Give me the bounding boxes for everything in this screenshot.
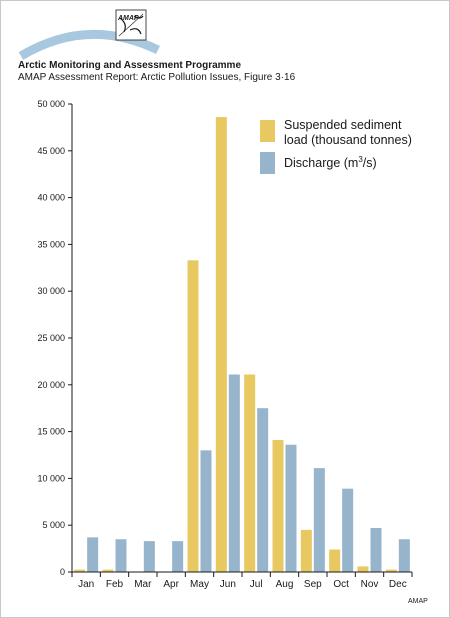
bar-discharge-apr [172, 541, 184, 572]
bar-sediment-jan [74, 569, 86, 572]
x-tick-label-dec: Dec [389, 579, 407, 590]
logo-arc [18, 29, 160, 60]
y-tick-label: 35 000 [37, 239, 65, 249]
y-tick-label: 20 000 [37, 380, 65, 390]
x-tick-label-mar: Mar [134, 579, 152, 590]
y-tick-label: 0 [60, 567, 65, 577]
legend-label-sediment-line2: load (thousand tonnes) [284, 133, 412, 147]
x-tick-label-jun: Jun [220, 579, 236, 590]
bar-discharge-jan [87, 537, 99, 572]
footer-credit: AMAP [408, 598, 428, 605]
x-tick-label-sep: Sep [304, 579, 322, 590]
axes-group: 0 5 000 10 000 15 000 20 000 25 000 30 000 35 0… [37, 99, 413, 590]
y-tick-label: 45 000 [37, 146, 65, 156]
bar-sediment-feb [102, 569, 114, 572]
logo-text: AMAP [117, 15, 139, 22]
bar-discharge-mar [143, 541, 155, 572]
bar-discharge-feb [115, 539, 127, 572]
bar-sediment-nov [357, 566, 369, 572]
y-tick-label: 25 000 [37, 333, 65, 343]
bar-sediment-oct [329, 549, 341, 572]
x-tick-label-jul: Jul [250, 579, 263, 590]
x-tick-label-feb: Feb [106, 579, 124, 590]
report-title: Arctic Monitoring and Assessment Program… [18, 60, 242, 71]
bar-discharge-nov [370, 528, 382, 572]
bar-sediment-dec [385, 569, 397, 572]
legend-swatch-discharge [260, 152, 275, 174]
y-tick-label: 10 000 [37, 473, 65, 483]
legend-label-discharge: Discharge (m3/s) [284, 155, 377, 170]
bars-group [74, 117, 410, 572]
y-tick-label: 5 000 [42, 520, 65, 530]
bar-sediment-jul [244, 374, 256, 572]
bar-discharge-oct [342, 488, 354, 572]
bar-sediment-may [187, 260, 199, 572]
y-tick-label: 15 000 [37, 427, 65, 437]
x-tick-label-nov: Nov [361, 579, 379, 590]
bar-discharge-dec [398, 539, 410, 572]
legend-swatch-sediment [260, 120, 275, 142]
bar-discharge-jun [228, 374, 240, 572]
logo-globe-icon: AMAP [115, 9, 147, 41]
report-subtitle: AMAP Assessment Report: Arctic Pollution… [18, 72, 296, 83]
bar-discharge-may [200, 450, 212, 572]
x-tick-label-apr: Apr [163, 579, 179, 590]
bar-sediment-aug [272, 440, 284, 572]
x-tick-label-may: May [190, 579, 209, 590]
x-tick-label-aug: Aug [276, 579, 294, 590]
bar-discharge-aug [285, 444, 297, 572]
amap-logo: AMAP [18, 9, 160, 60]
y-tick-label: 30 000 [37, 286, 65, 296]
bar-sediment-sep [300, 529, 312, 572]
bar-discharge-sep [313, 468, 325, 572]
y-tick-label: 40 000 [37, 193, 65, 203]
bar-discharge-jul [257, 408, 269, 572]
bar-sediment-jun [215, 117, 227, 572]
y-tick-label: 50 000 [37, 99, 65, 109]
x-tick-label-jan: Jan [78, 579, 94, 590]
x-tick-label-oct: Oct [333, 579, 349, 590]
legend-label-sediment-line1: Suspended sediment [284, 118, 402, 132]
